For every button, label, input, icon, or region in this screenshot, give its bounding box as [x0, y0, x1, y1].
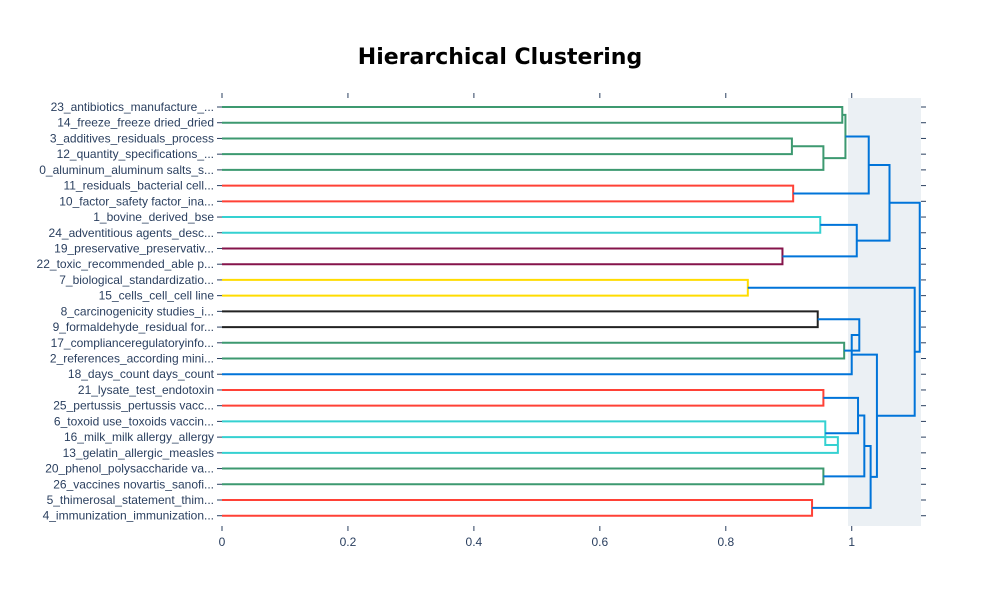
dendrogram-link: [222, 137, 793, 156]
leaf-label: 6_toxoid use_toxoids vaccin...: [54, 414, 214, 428]
leaf-label: 20_phenol_polysaccharide va...: [45, 462, 214, 476]
dendrogram-link: [823, 113, 847, 160]
x-tick-label: 1: [848, 535, 855, 549]
leaf-label: 5_thimerosal_statement_thim...: [47, 493, 214, 507]
leaf-label: 16_milk_milk allergy_allergy: [64, 430, 214, 444]
dendrogram-link: [222, 184, 795, 203]
x-tick-label: 0: [219, 535, 226, 549]
leaf-label: 18_days_count days_count: [68, 367, 215, 381]
dendrogram-link: [222, 341, 846, 360]
x-axis: 0 0.2 0.4 0.6 0.8 1: [219, 93, 855, 549]
leaf-label: 23_antibiotics_manufacture_...: [51, 100, 214, 114]
leaf-label: 0_aluminum_aluminum salts_s...: [39, 163, 214, 177]
leaf-label: 1_bovine_derived_bse: [93, 210, 214, 224]
plot-background: [848, 98, 921, 526]
leaf-label: 25_pertussis_pertussis vacc...: [53, 399, 214, 413]
dendrogram-link: [222, 499, 814, 517]
leaf-label: 11_residuals_bacterial cell...: [63, 179, 214, 193]
dendrogram-link: [222, 467, 825, 486]
leaf-label: 15_cells_cell_cell line: [99, 289, 215, 303]
dendrogram-link: [222, 436, 839, 454]
dendrogram-link: [823, 414, 866, 478]
x-tick-label: 0.6: [591, 535, 608, 549]
leaf-label: 26_vaccines novartis_sanofi...: [53, 477, 214, 491]
dendrogram-link: [222, 216, 822, 234]
leaf-label: 7_biological_standardizatio...: [59, 273, 214, 287]
leaf-label: 10_factor_safety factor_ina...: [59, 194, 214, 208]
dendrogram-link: [889, 201, 921, 353]
dendrogram-link: [222, 145, 825, 171]
chart-title: Hierarchical Clustering: [358, 45, 642, 70]
leaf-label: 19_preservative_preservativ...: [54, 241, 214, 255]
leaf-label: 4_immunization_immunization...: [43, 509, 214, 523]
leaf-label: 21_lysate_test_endotoxin: [78, 383, 214, 397]
leaf-label: 3_additives_residuals_process: [50, 131, 214, 145]
leaf-label: 13_gelatin_allergic_measles: [63, 446, 214, 460]
x-tick-label: 0.2: [340, 535, 357, 549]
dendrogram-link: [222, 247, 784, 266]
dendrogram-link: [856, 163, 891, 242]
dendrogram-link: [222, 278, 749, 297]
leaf-label: 2_references_according mini...: [50, 352, 214, 366]
leaf-label: 17_complianceregulatoryinfo...: [51, 336, 214, 350]
dendrogram-link: [222, 310, 819, 329]
leaf-label: 22_toxic_recommended_able p...: [37, 257, 214, 271]
x-tick-label: 0.4: [466, 535, 483, 549]
dendrogram-links: [222, 106, 921, 517]
y-axis: 23_antibiotics_manufacture_... 14_freeze_…: [37, 100, 926, 523]
dendrogram-link: [222, 420, 838, 446]
leaf-label: 24_adventitious agents_desc...: [49, 226, 214, 240]
leaf-label: 14_freeze_freeze dried_dried: [57, 116, 214, 130]
dendrogram-link: [793, 135, 870, 195]
dendrogram-link: [222, 106, 844, 124]
x-tick-label: 0.8: [717, 535, 734, 549]
dendrogram-link: [222, 388, 825, 407]
dendrogram-link: [823, 396, 860, 435]
leaf-label: 12_quantity_specifications_...: [57, 147, 214, 161]
leaf-label: 9_formaldehyde_residual for...: [53, 320, 214, 334]
dendrogram-link: [222, 333, 860, 376]
leaf-label: 8_carcinogenicity studies_i...: [61, 304, 214, 318]
